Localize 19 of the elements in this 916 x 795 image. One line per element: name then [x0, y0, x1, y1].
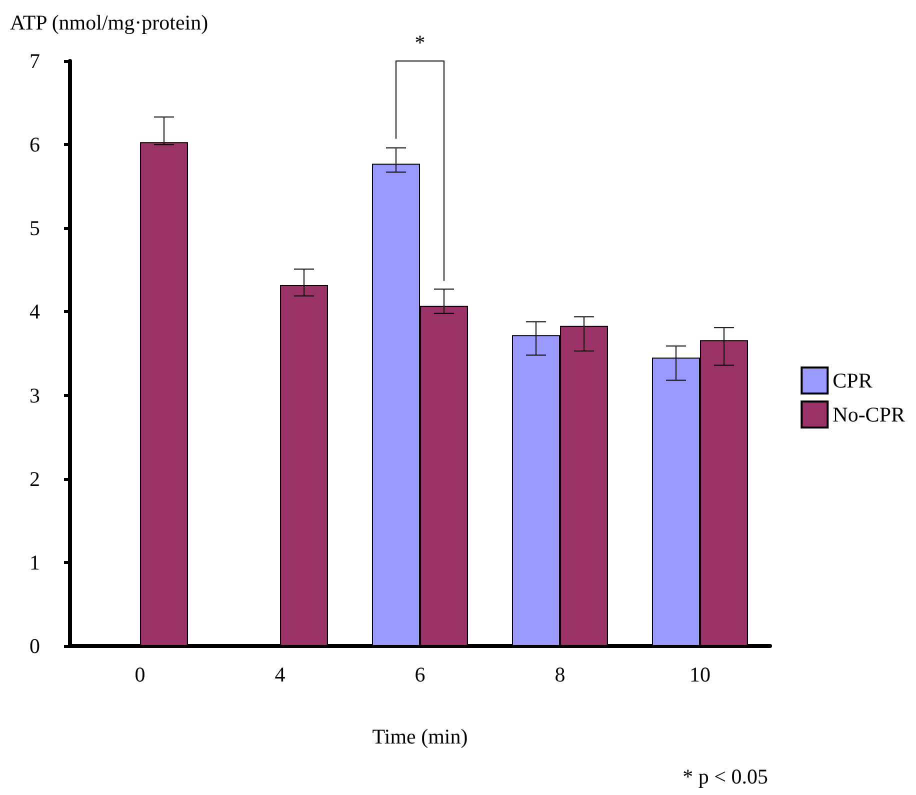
y-tick-label: 7	[30, 49, 40, 73]
legend-label: CPR	[832, 368, 872, 392]
y-tick-label: 1	[30, 550, 40, 574]
y-tick-label: 4	[30, 300, 40, 324]
x-axis-title: Time (min)	[372, 724, 468, 748]
x-tick-label: 10	[690, 662, 710, 686]
y-axis-title: ATP (nmol/mg·protein)	[10, 10, 208, 34]
y-tick-label: 6	[30, 132, 40, 157]
y-tick-label: 2	[30, 466, 40, 491]
x-tick-label: 8	[554, 662, 566, 686]
y-tick-label: 3	[30, 383, 40, 408]
y-tick-label: 5	[30, 216, 40, 240]
text: *	[414, 30, 426, 54]
legend-label: No-CPR	[832, 402, 906, 426]
x-tick-label: 6	[414, 662, 426, 686]
x-tick-label: 0	[134, 662, 146, 686]
y-tick-label: 0	[30, 634, 40, 658]
text: * p < 0.05	[682, 764, 768, 788]
x-tick-label: 4	[274, 662, 286, 686]
